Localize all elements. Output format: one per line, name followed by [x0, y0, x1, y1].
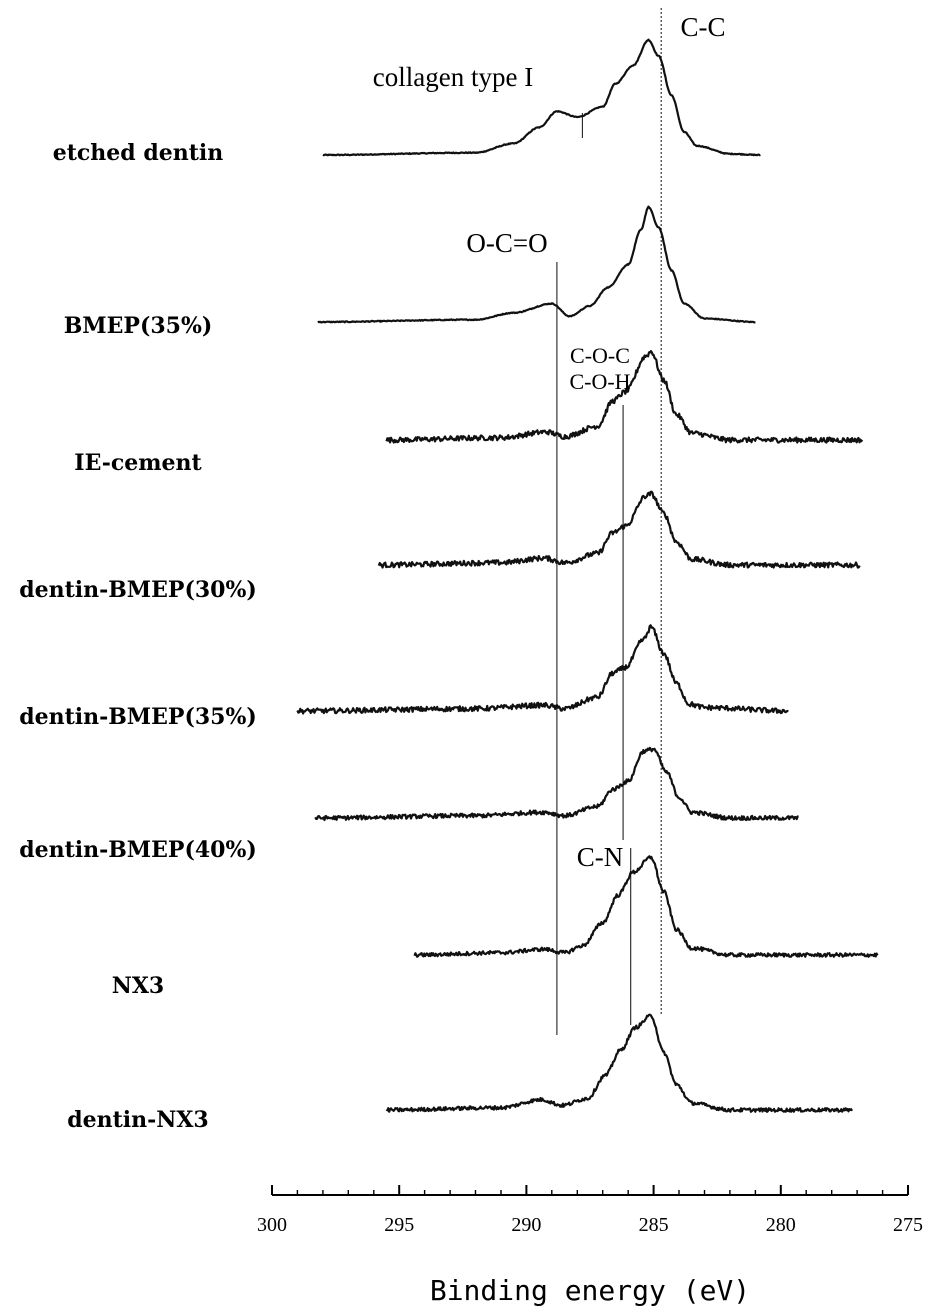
peak-annotations: C-C O-C=O C-O-CC-O-H C-N collagen type I	[373, 12, 726, 872]
series-label-3: IE-cement	[74, 450, 202, 476]
x-tick-label: 275	[893, 1214, 923, 1236]
x-tick-label: 295	[384, 1214, 414, 1236]
series-trace-2	[317, 205, 756, 324]
series-trace-8	[385, 1013, 853, 1113]
series-label-6: dentin-BMEP(40%)	[19, 837, 257, 863]
series-label-2: BMEP(35%)	[64, 313, 213, 339]
series-label-5: dentin-BMEP(35%)	[19, 704, 257, 730]
x-tick-label: 285	[639, 1214, 669, 1236]
annotation-3-line-1: C-O-C	[570, 343, 630, 368]
reference-lines	[556, 8, 662, 1035]
annotation-5: collagen type I	[373, 62, 533, 92]
x-axis-label: Binding energy (eV)	[430, 1274, 750, 1307]
series-labels: etched dentin BMEP(35%) IE-cement dentin-BM…	[19, 140, 257, 1133]
series-trace-3	[385, 350, 864, 444]
annotation-4: C-N	[577, 842, 624, 872]
series-trace-6	[314, 746, 799, 822]
series-trace-5	[296, 624, 789, 715]
series-label-1: etched dentin	[53, 140, 223, 166]
series-label-7: NX3	[112, 973, 165, 999]
series-trace-7	[413, 855, 879, 958]
x-axis: 300 295 290 285 280 275	[257, 1185, 923, 1236]
x-tick-label: 280	[766, 1214, 796, 1236]
series-label-8: dentin-NX3	[67, 1107, 209, 1133]
series-trace-1	[322, 38, 761, 157]
x-tick-label: 300	[257, 1214, 287, 1236]
annotation-3-line-2: C-O-H	[569, 369, 630, 394]
series-label-4: dentin-BMEP(30%)	[19, 577, 257, 603]
spectra-traces	[296, 38, 879, 1113]
annotation-2: O-C=O	[466, 228, 547, 258]
annotation-1: C-C	[680, 12, 725, 42]
series-trace-4	[377, 490, 861, 569]
x-tick-label: 290	[511, 1214, 541, 1236]
